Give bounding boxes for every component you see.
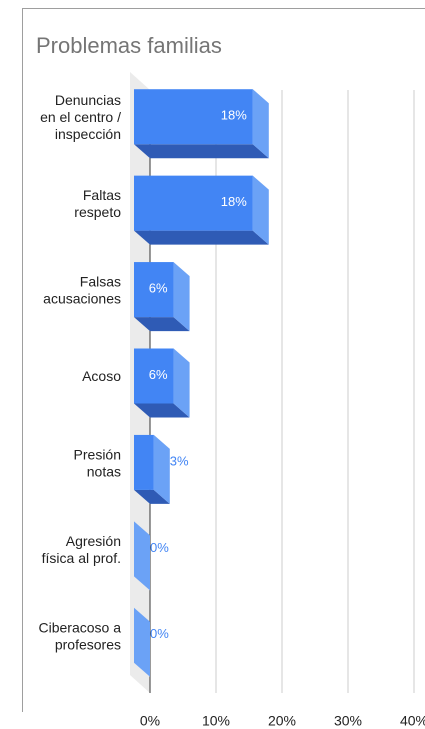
y-tick-label: Faltas respeto [74, 187, 121, 220]
bar-front [134, 348, 174, 404]
value-label: 18% [221, 194, 247, 209]
bar-bottom [134, 230, 269, 245]
bar-side [173, 348, 190, 418]
bar [134, 607, 150, 677]
bar-side [252, 175, 269, 245]
bar [134, 348, 190, 418]
bar-bottom [134, 403, 190, 418]
bar-side [153, 434, 170, 504]
x-tick-label: 30% [334, 713, 362, 729]
bar [134, 434, 170, 504]
x-tick-label: 0% [140, 713, 160, 729]
bar-bottom [134, 489, 170, 504]
chart-title: Problemas familias [36, 33, 222, 58]
value-label: 18% [221, 108, 247, 123]
x-tick-label: 10% [202, 713, 230, 729]
y-tick-label: Denuncias en el centro / inspección [40, 92, 121, 142]
y-tick-label: Agresión física al prof. [42, 533, 121, 566]
y-tick-label: Falsas acusaciones [43, 273, 121, 306]
bar-front [134, 175, 253, 231]
bar [134, 262, 190, 332]
bar [134, 175, 269, 245]
bar-side [134, 521, 150, 591]
x-tick-label: 20% [268, 713, 296, 729]
value-label: 6% [149, 281, 168, 296]
bar-side [173, 262, 190, 332]
value-label: 6% [149, 367, 168, 382]
bar-side [252, 89, 269, 159]
y-tick-label: Ciberacoso a profesores [39, 619, 122, 652]
bar-front [134, 434, 154, 490]
bar-bottom [134, 144, 269, 159]
bar-front [134, 262, 174, 318]
y-tick-label: Presión notas [74, 446, 121, 479]
bar [134, 521, 150, 591]
bar-front [134, 89, 253, 145]
bar-bottom [134, 317, 190, 332]
x-tick-label: 40% [400, 713, 425, 729]
value-label: 0% [150, 540, 169, 555]
value-label: 3% [170, 453, 189, 468]
value-label: 0% [150, 626, 169, 641]
y-tick-label: Acoso [82, 368, 121, 384]
bar [134, 89, 269, 159]
bar-side [134, 607, 150, 677]
